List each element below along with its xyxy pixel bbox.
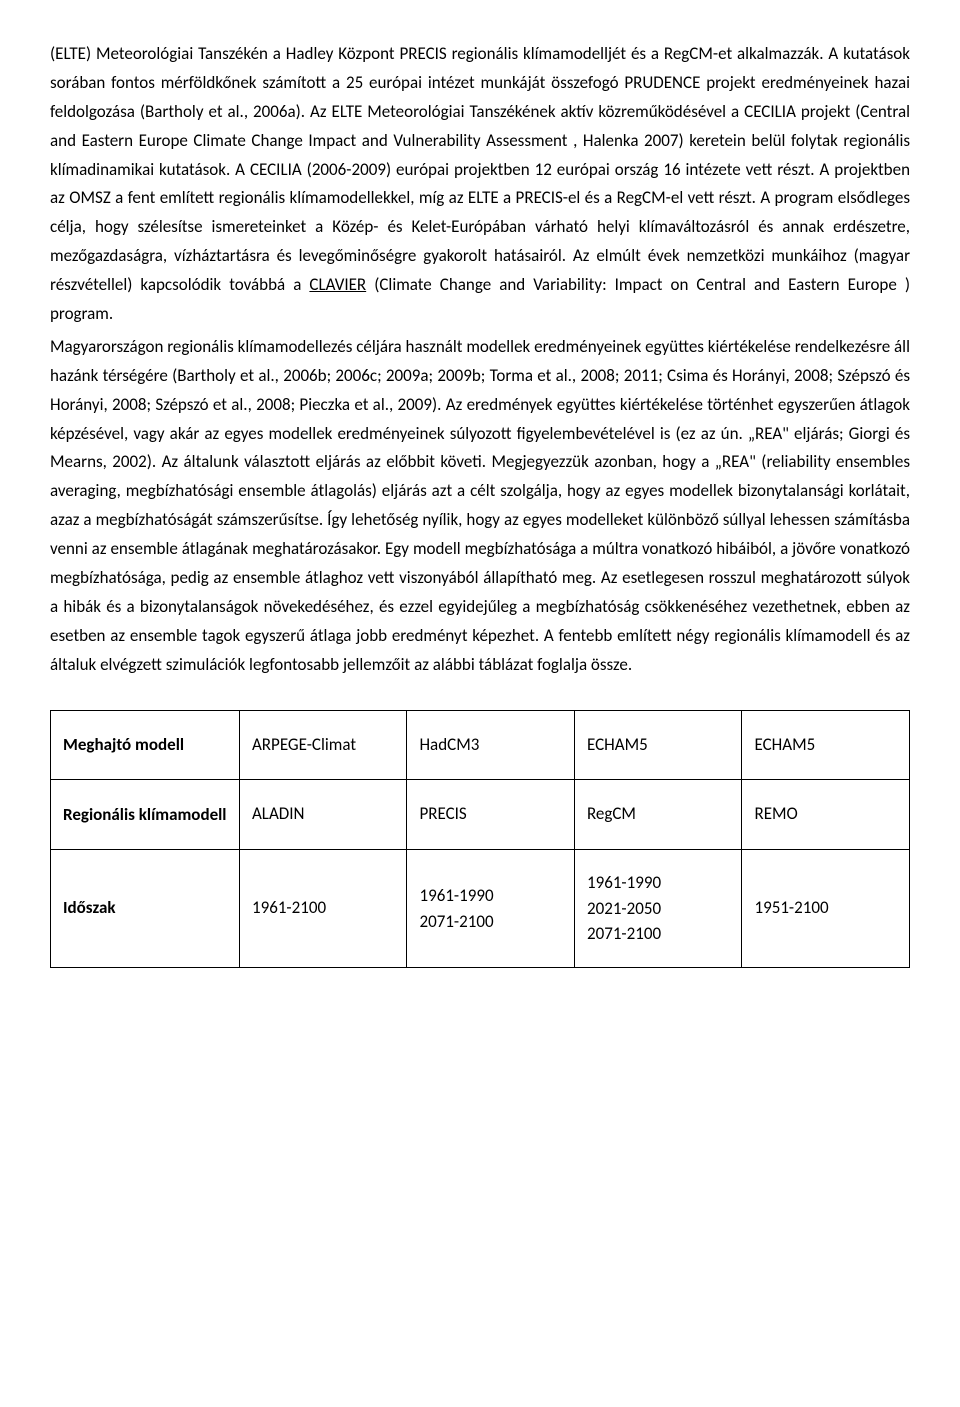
row-header-regional-model: Regionális klímamodell [51,780,240,850]
paragraph-1: (ELTE) Meteorológiai Tanszékén a Hadley … [50,40,910,329]
table-cell: REMO [742,780,910,850]
row-header-period: Időszak [51,850,240,968]
climate-model-table: Meghajtó modell ARPEGE-Climat HadCM3 ECH… [50,710,910,968]
table-cell: ALADIN [239,780,407,850]
table-cell: PRECIS [407,780,575,850]
table-cell: ECHAM5 [574,710,742,780]
table-cell: 1951-2100 [742,850,910,968]
table-cell: RegCM [574,780,742,850]
table-cell: 1961-2100 [239,850,407,968]
table-row: Időszak 1961-2100 1961-19902071-2100 196… [51,850,910,968]
paragraph-1-part1: (ELTE) Meteorológiai Tanszékén a Hadley … [50,43,910,295]
table-row: Regionális klímamodell ALADIN PRECIS Reg… [51,780,910,850]
table-row: Meghajtó modell ARPEGE-Climat HadCM3 ECH… [51,710,910,780]
clavier-link[interactable]: CLAVIER [309,274,366,295]
table-cell: HadCM3 [407,710,575,780]
table-cell: ECHAM5 [742,710,910,780]
table-cell: 1961-19902071-2100 [407,850,575,968]
paragraph-2: Magyarországon regionális klímamodellezé… [50,333,910,680]
table-cell: ARPEGE-Climat [239,710,407,780]
table-cell: 1961-19902021-20502071-2100 [574,850,742,968]
row-header-driving-model: Meghajtó modell [51,710,240,780]
